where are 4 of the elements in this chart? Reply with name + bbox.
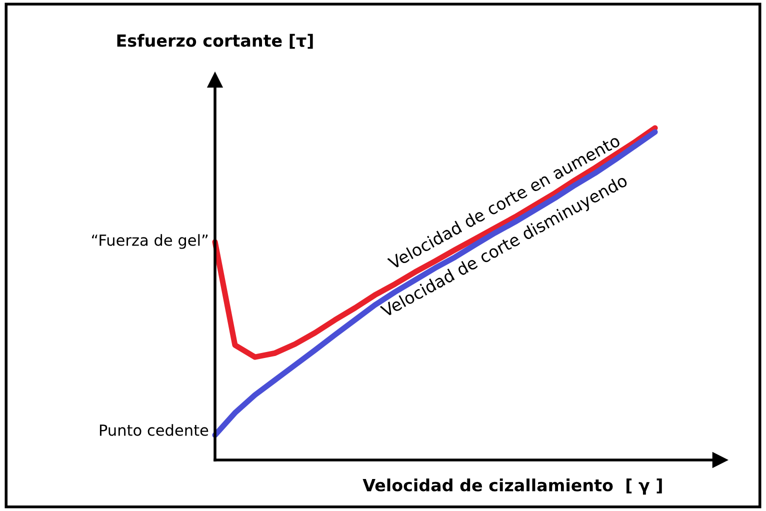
x-axis-title: Velocidad de cizallamiento [ γ ] (362, 478, 662, 495)
annotation: Punto cedente (100, 424, 208, 436)
annotation: “Fuerza de gel” (92, 234, 208, 249)
y-axis-title: Esfuerzo cortante [τ] (117, 34, 313, 49)
